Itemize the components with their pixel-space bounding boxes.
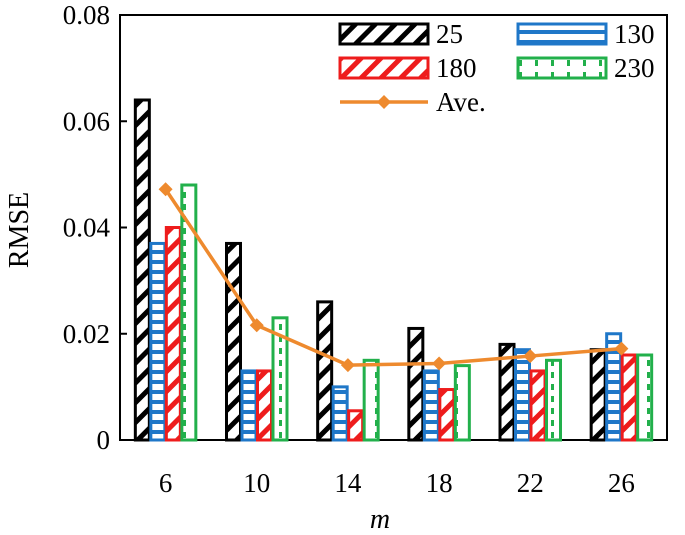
bar-180-14 bbox=[347, 409, 365, 442]
x-tick-label: 18 bbox=[426, 468, 453, 498]
bar-25-6 bbox=[133, 98, 151, 442]
legend-swatch-130 bbox=[516, 22, 608, 46]
legend-label-230: 230 bbox=[614, 53, 655, 83]
y-tick-label: 0 bbox=[97, 425, 111, 455]
y-axis-ticks: 0 0.02 0.04 0.06 0.08 bbox=[63, 0, 127, 455]
legend-swatch-230 bbox=[516, 56, 608, 80]
bar-130-6 bbox=[149, 241, 167, 442]
average-point-18 bbox=[432, 356, 447, 371]
bar-230-14 bbox=[362, 358, 380, 442]
y-tick-label: 0.04 bbox=[63, 213, 111, 243]
legend-label-180: 180 bbox=[436, 53, 477, 83]
bar-130-10 bbox=[240, 369, 258, 442]
legend-label-130: 130 bbox=[614, 19, 655, 49]
legend-swatch-180 bbox=[338, 56, 430, 80]
bar-230-26 bbox=[636, 353, 654, 442]
average-point-14 bbox=[340, 358, 355, 373]
legend-marker-average bbox=[377, 95, 391, 109]
legend: 25 130 180 230 Ave. bbox=[338, 19, 655, 117]
bar-180-18 bbox=[438, 388, 456, 442]
bar-25-26 bbox=[589, 348, 607, 442]
legend-swatch-25 bbox=[338, 22, 430, 46]
bar-130-22 bbox=[514, 348, 531, 442]
bar-230-6 bbox=[180, 183, 198, 442]
bar-25-18 bbox=[407, 326, 425, 442]
bar-230-22 bbox=[545, 358, 562, 442]
bar-180-22 bbox=[529, 369, 547, 442]
average-line-series bbox=[158, 182, 629, 373]
x-tick-label: 10 bbox=[243, 468, 270, 498]
y-axis-title: RMSE bbox=[4, 192, 35, 268]
x-tick-label: 22 bbox=[517, 468, 544, 498]
bar-230-18 bbox=[453, 364, 471, 442]
average-point-22 bbox=[523, 349, 538, 364]
x-axis-ticks: 6 10 14 18 22 26 bbox=[159, 433, 635, 498]
y-tick-label: 0.02 bbox=[63, 319, 110, 349]
bar-180-6 bbox=[164, 226, 182, 442]
bar-series bbox=[133, 98, 654, 442]
average-point-10 bbox=[249, 318, 264, 333]
bar-180-26 bbox=[620, 353, 638, 442]
bar-25-14 bbox=[316, 300, 334, 442]
bar-230-10 bbox=[271, 316, 289, 442]
bar-130-14 bbox=[331, 385, 349, 442]
y-tick-label: 0.06 bbox=[63, 106, 110, 136]
x-tick-label: 14 bbox=[334, 468, 362, 498]
average-point-26 bbox=[614, 341, 629, 356]
y-tick-label: 0.08 bbox=[63, 0, 110, 30]
bar-180-10 bbox=[256, 369, 273, 442]
bar-130-18 bbox=[422, 369, 440, 442]
average-point-6 bbox=[158, 182, 173, 197]
x-tick-label: 26 bbox=[608, 468, 635, 498]
average-line bbox=[163, 187, 624, 367]
bar-25-10 bbox=[225, 241, 242, 442]
legend-label-25: 25 bbox=[436, 19, 463, 49]
x-axis-title: m bbox=[370, 504, 390, 535]
legend-label-average: Ave. bbox=[436, 87, 486, 117]
x-tick-label: 6 bbox=[159, 468, 173, 498]
